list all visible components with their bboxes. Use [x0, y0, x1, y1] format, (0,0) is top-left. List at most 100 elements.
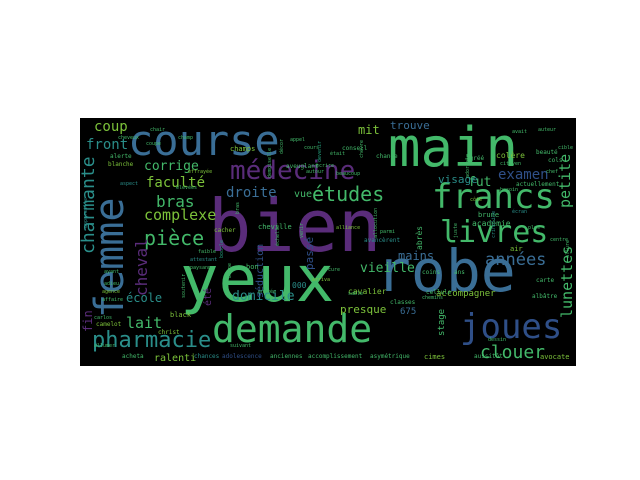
word-piece: pièce	[144, 226, 205, 250]
word-coup: coup	[94, 119, 128, 135]
word-medecine: médecine	[230, 156, 356, 186]
word-bien: bien	[208, 184, 382, 268]
word-chevre: chèvre	[359, 139, 365, 158]
word-agence: agence	[102, 289, 121, 295]
word-faculte: faculté	[146, 175, 206, 191]
word-domicile: domicile	[232, 289, 295, 304]
word-alliance: alliance	[336, 225, 361, 231]
word-arriva: arriva	[312, 277, 331, 283]
word-aspect: aspect	[120, 181, 139, 187]
word-000: 000	[292, 281, 307, 290]
word-demoiselle: demoiselle	[267, 147, 273, 178]
word-appel: appel	[290, 137, 306, 143]
word-vieille: vieille	[360, 261, 415, 276]
word-etait: était	[330, 151, 346, 157]
word-autour: autour	[306, 169, 325, 175]
word-livres: livres	[440, 215, 549, 250]
word-camelot: camelot	[96, 321, 122, 328]
word-droite: droite	[226, 185, 277, 201]
word-beaute: beauté	[536, 149, 558, 156]
word-ralenti: ralenti	[154, 353, 197, 364]
word-actuellement: actuellement	[516, 181, 560, 188]
word-accomplissement: accomplissement	[308, 353, 363, 360]
word-conseil: conseil	[342, 145, 368, 152]
word-avocate: avocate	[540, 353, 570, 361]
word-juste: juste	[453, 222, 459, 238]
word-joues: joues	[460, 307, 563, 347]
word-ecrire: écrire	[316, 163, 335, 169]
word-cheveux: cheveux	[118, 135, 140, 141]
word-course: course	[128, 118, 280, 165]
word-aveuglant: aveuglant	[286, 163, 319, 170]
word-front: front	[86, 137, 129, 153]
word-adieu: adieu	[104, 281, 120, 287]
word-academie: académie	[472, 219, 511, 228]
word-beaucoup: beaucoup	[336, 171, 361, 177]
word-carte: carte	[536, 277, 555, 284]
word-bonne: bonne	[227, 262, 233, 278]
word-auteur: auteur	[538, 127, 557, 133]
word-cimes: cimes	[424, 353, 446, 361]
word-etudes: études	[312, 182, 385, 206]
word-centre: centre	[550, 237, 569, 243]
word-cote: côté	[470, 197, 483, 203]
word-clouer: clouer	[480, 342, 546, 363]
word-venir: venir	[299, 222, 305, 238]
word-ayant: ayant	[104, 269, 120, 275]
word-brune: brune	[478, 211, 500, 219]
word-abres: abrès	[415, 225, 424, 250]
word-suivant: suivant	[230, 343, 252, 349]
word-asymetrique: asymétrique	[370, 353, 410, 360]
word-parmi: parmi	[380, 229, 396, 235]
word-cure: cure	[328, 267, 341, 273]
word-christ: christ	[158, 329, 180, 336]
word-appareille: appareille	[83, 197, 89, 228]
word-main: main	[388, 118, 519, 179]
word-accompagner: accompagner	[436, 289, 496, 299]
word-fut: fut	[468, 175, 492, 190]
word-ans: ans	[454, 269, 465, 276]
word-coins: coins	[422, 269, 441, 276]
word-soutenir: soutenir	[181, 273, 187, 298]
word-chef: chef	[546, 169, 559, 175]
word-presque: presque	[340, 303, 387, 316]
word-allocution: allocution	[373, 207, 379, 238]
word-plus: plus	[528, 225, 541, 231]
word-675: 675	[400, 307, 417, 317]
word-attestant: attestant	[190, 257, 218, 263]
word-visage: visage	[438, 173, 478, 186]
word-crinoline: crinoline	[491, 210, 497, 238]
word-agree: agréé	[466, 155, 485, 162]
word-elevees: élevées	[176, 185, 198, 191]
word-mains: mains	[398, 249, 435, 263]
word-pharmacie: pharmacie	[92, 328, 212, 353]
word-chances: chances	[194, 353, 220, 360]
word-sable: sable	[348, 291, 364, 297]
word-champs: champs	[230, 145, 256, 153]
word-citoyen: citoyen	[500, 161, 522, 167]
word-avait: avait	[512, 129, 528, 135]
word-effrayee: effrayée	[188, 169, 213, 175]
word-passe: passé	[303, 236, 316, 270]
word-classes: classes	[390, 299, 416, 306]
word-cible: cible	[558, 145, 574, 151]
word-champ: champ	[178, 135, 194, 141]
word-albatre: albâtre	[532, 293, 558, 300]
word-ecole: école	[126, 291, 163, 305]
word-bon: bon	[246, 263, 259, 271]
word-bras: bras	[156, 192, 195, 211]
word-annees: années	[485, 250, 547, 270]
word-cacher: cacher	[214, 227, 236, 234]
word-chemins: chemins	[422, 295, 444, 301]
word-vue: vue	[294, 189, 313, 200]
word-echelle: échelle	[275, 224, 281, 246]
word-trouve: trouve	[390, 119, 430, 132]
word-avancerent: avancèrent	[364, 237, 401, 244]
word-examen: examen	[498, 167, 549, 183]
word-robe: robe	[376, 237, 516, 305]
word-cours: cours	[304, 145, 320, 151]
word-adorable: adorable	[465, 153, 471, 178]
word-stage: stage	[437, 308, 447, 336]
word-anciennes: anciennes	[270, 353, 303, 360]
word-fin: fin	[81, 310, 95, 332]
